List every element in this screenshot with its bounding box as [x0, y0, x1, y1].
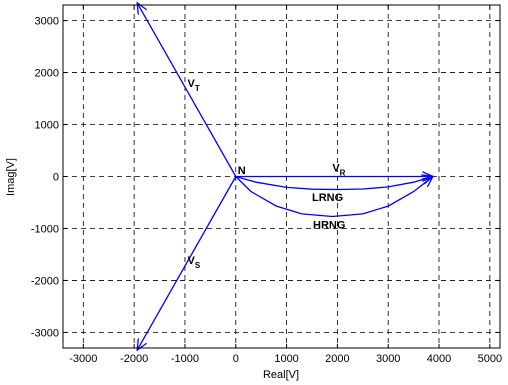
y-tick-label: -3000: [31, 327, 59, 339]
y-tick-label: -2000: [31, 275, 59, 287]
x-tick-label: -2000: [120, 353, 148, 365]
y-tick-label: 3000: [35, 16, 59, 28]
annotation-3: VR: [332, 162, 345, 177]
x-tick-label: 4000: [427, 353, 451, 365]
y-axis-label: Imag[V]: [5, 158, 17, 196]
x-tick-label: 5000: [478, 353, 502, 365]
x-tick-label: 3000: [376, 353, 400, 365]
tick-labels: -3000 -2000 -1000 0 1000 2000 3000 4000 5000 -300…: [31, 5, 502, 365]
annotation-1: VT: [187, 78, 199, 93]
annotation-subscript: R: [340, 168, 346, 177]
annotation-subscript: T: [195, 84, 200, 93]
series-line-5: [235, 177, 433, 218]
annotation-4: N: [238, 165, 246, 177]
y-tick-label: -1000: [31, 223, 59, 235]
y-tick-label: 0: [53, 172, 59, 184]
x-tick-label: 1000: [274, 353, 298, 365]
y-tick-label: 1000: [35, 120, 59, 132]
annotations: VT VS VR N LRNG HRNG: [187, 78, 345, 270]
series-line-2: [137, 176, 237, 351]
annotation-2: VS: [187, 255, 200, 270]
x-tick-label: 0: [233, 353, 239, 365]
series-line-4: [235, 177, 433, 191]
x-axis-label: Real[V]: [263, 369, 299, 381]
annotation-5: LRNG: [312, 192, 343, 204]
x-tick-label: 2000: [325, 353, 349, 365]
annotation-subscript: S: [195, 261, 201, 270]
series-group: [137, 3, 433, 350]
annotation-6: HRNG: [313, 219, 345, 231]
series-line-1: [137, 3, 237, 177]
x-tick-label: -3000: [69, 353, 97, 365]
y-tick-label: 2000: [35, 68, 59, 80]
x-tick-label: -1000: [171, 353, 199, 365]
